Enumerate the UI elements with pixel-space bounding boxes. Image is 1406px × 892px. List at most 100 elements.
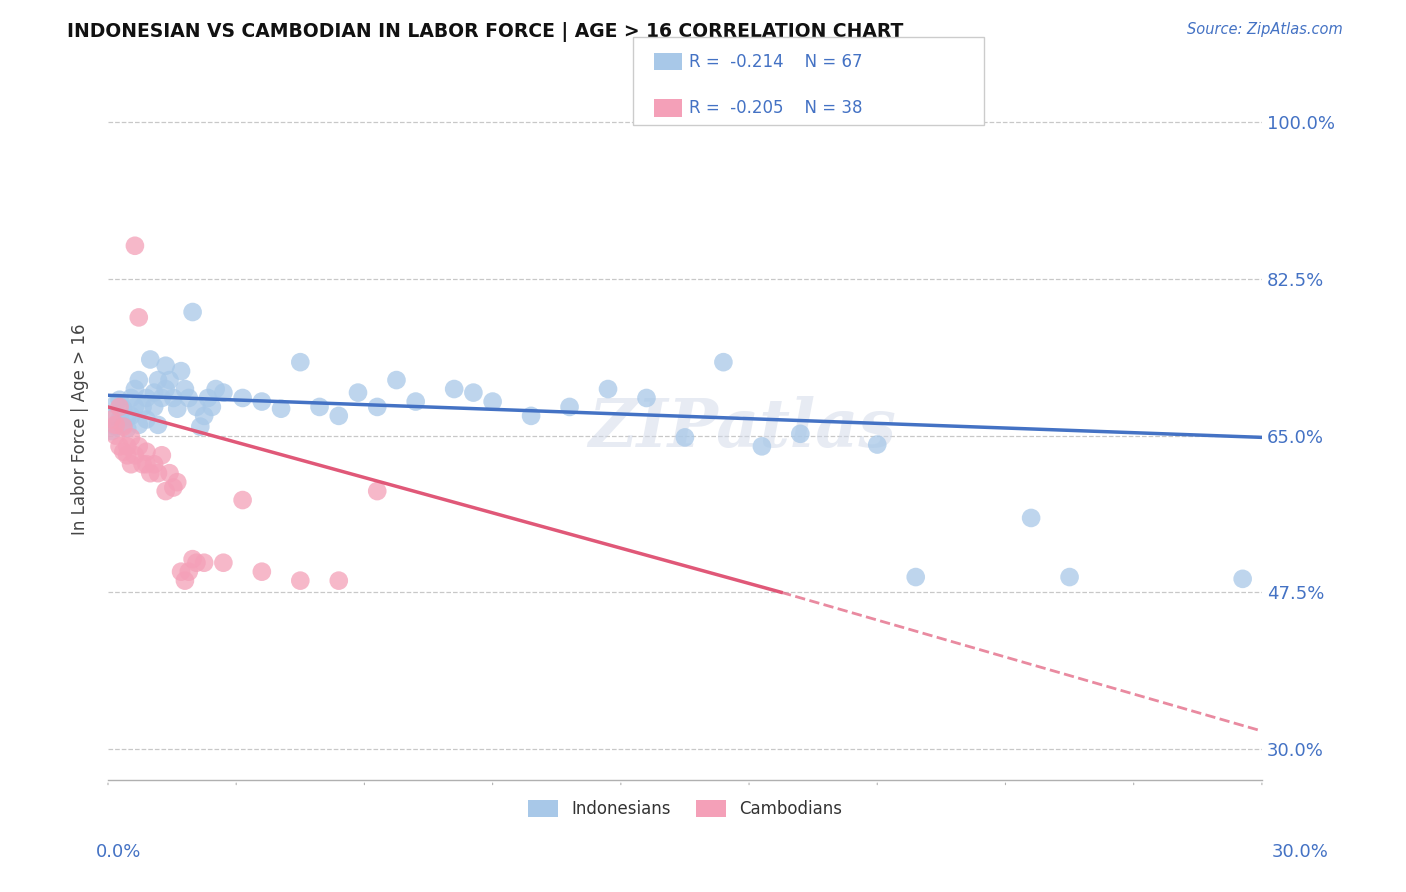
Point [174,382,197,396]
Point [159,373,181,387]
Point [146,466,169,480]
Text: R =  -0.205    N = 38: R = -0.205 N = 38 [689,99,862,117]
Point [177,391,200,405]
Point [101,424,124,438]
Point [1232,572,1254,586]
Point [115,410,138,425]
Point [108,400,131,414]
Point [139,352,162,367]
Point [155,484,177,499]
Point [347,385,370,400]
Point [146,417,169,432]
Point [713,355,735,369]
Point [112,401,135,416]
Point [181,552,204,566]
Point [193,556,215,570]
Point [120,430,142,444]
Point [108,392,131,407]
Point [366,400,388,414]
Y-axis label: In Labor Force | Age > 16: In Labor Force | Age > 16 [72,323,89,534]
Point [186,556,208,570]
Point [131,457,153,471]
Point [250,565,273,579]
Point [135,457,157,471]
Point [328,409,350,423]
Point [1059,570,1081,584]
Point [270,401,292,416]
Point [112,419,135,434]
Point [232,493,254,508]
Point [143,385,166,400]
Point [1019,511,1042,525]
Point [181,305,204,319]
Text: 0.0%: 0.0% [96,843,141,861]
Legend: Indonesians, Cambodians: Indonesians, Cambodians [522,793,849,825]
Point [112,417,135,432]
Point [308,400,330,414]
Point [108,439,131,453]
Point [751,439,773,453]
Point [120,409,142,423]
Point [789,426,811,441]
Point [139,466,162,480]
Point [135,444,157,458]
Point [904,570,927,584]
Point [128,310,150,325]
Point [124,382,146,396]
Point [104,428,127,442]
Text: 30.0%: 30.0% [1272,843,1329,861]
Point [166,475,188,490]
Point [177,565,200,579]
Text: ZIPatlas: ZIPatlas [589,396,897,461]
Point [120,457,142,471]
Point [159,466,181,480]
Point [150,448,173,462]
Point [197,391,219,405]
Point [673,430,696,444]
Point [481,394,503,409]
Point [135,391,157,405]
Point [443,382,465,396]
Point [128,439,150,453]
Point [170,364,193,378]
Point [166,401,188,416]
Point [558,400,581,414]
Text: R =  -0.214    N = 67: R = -0.214 N = 67 [689,53,862,70]
Point [146,373,169,387]
Point [193,409,215,423]
Point [108,412,131,426]
Point [143,457,166,471]
Point [463,385,485,400]
Point [170,565,193,579]
Point [115,448,138,462]
Point [186,400,208,414]
Point [866,437,889,451]
Point [385,373,408,387]
Point [115,439,138,453]
Point [128,417,150,432]
Point [290,574,312,588]
Point [124,448,146,462]
Text: INDONESIAN VS CAMBODIAN IN LABOR FORCE | AGE > 16 CORRELATION CHART: INDONESIAN VS CAMBODIAN IN LABOR FORCE |… [67,22,904,42]
Point [128,373,150,387]
Point [155,382,177,396]
Point [120,391,142,405]
Point [124,400,146,414]
Point [150,391,173,405]
Point [204,382,226,396]
Point [174,574,197,588]
Point [101,409,124,423]
Point [162,481,184,495]
Point [104,419,127,434]
Point [328,574,350,588]
Point [290,355,312,369]
Point [636,391,658,405]
Point [143,400,166,414]
Point [201,400,224,414]
Point [250,394,273,409]
Point [101,412,124,426]
Point [124,239,146,253]
Point [366,484,388,499]
Point [188,419,211,434]
Point [232,391,254,405]
